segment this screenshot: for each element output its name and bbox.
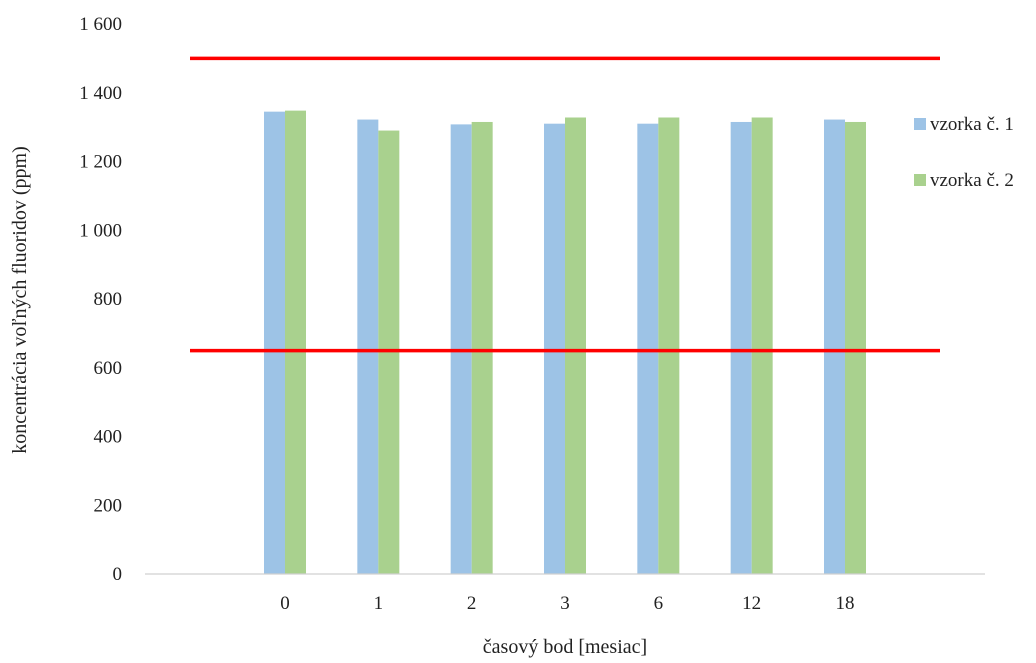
legend: vzorka č. 1 vzorka č. 2: [914, 114, 1014, 191]
bar: [751, 117, 773, 574]
x-tick-label: 12: [742, 593, 761, 614]
legend-label: vzorka č. 1: [930, 114, 1014, 135]
reference-lines: [190, 56, 940, 353]
bar: [357, 119, 379, 574]
bar: [471, 121, 493, 574]
bar: [824, 119, 845, 574]
y-tick-label: 800: [94, 289, 123, 310]
x-tick-label: 6: [654, 593, 664, 614]
x-tick-label: 3: [560, 593, 570, 614]
x-axis-ticks: 0 1 2 3 6 12 18: [280, 593, 854, 614]
bar: [730, 121, 752, 574]
legend-swatch: [914, 118, 926, 130]
legend-label: vzorka č. 2: [930, 170, 1014, 191]
bar: [565, 117, 586, 574]
legend-swatch: [914, 174, 926, 186]
y-tick-label: 1 400: [79, 83, 122, 104]
x-tick-label: 18: [836, 593, 855, 614]
bar: [845, 121, 866, 574]
y-tick-label: 0: [113, 564, 123, 585]
y-tick-label: 1 200: [79, 152, 122, 173]
y-axis-title: koncentrácia voľných fluoridov (ppm): [9, 146, 31, 453]
x-tick-label: 0: [280, 593, 290, 614]
bars: [264, 110, 866, 574]
y-tick-label: 600: [94, 358, 123, 379]
y-tick-label: 1 000: [79, 220, 122, 241]
y-axis-ticks: 0 200 400 600 800 1 000 1 200 1 400 1 600: [79, 14, 122, 585]
y-tick-label: 400: [94, 427, 123, 448]
bar: [264, 111, 285, 574]
y-tick-label: 1 600: [79, 14, 122, 35]
y-tick-label: 200: [94, 495, 123, 516]
x-tick-label: 1: [374, 593, 384, 614]
bar: [658, 117, 680, 574]
x-tick-label: 2: [467, 593, 477, 614]
x-axis-title: časový bod [mesiac]: [483, 636, 647, 658]
bar: [285, 110, 306, 574]
